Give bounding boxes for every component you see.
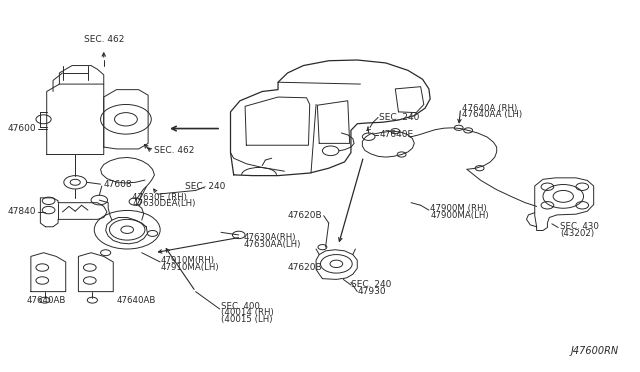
- Text: SEC. 430: SEC. 430: [560, 222, 599, 231]
- Text: SEC. 462: SEC. 462: [84, 35, 124, 44]
- Text: 47900MA(LH): 47900MA(LH): [430, 211, 489, 220]
- Text: 47640AA (LH): 47640AA (LH): [462, 110, 522, 119]
- Text: (43202): (43202): [560, 229, 594, 238]
- Text: 47640AB: 47640AB: [27, 296, 67, 305]
- Text: 47930: 47930: [357, 287, 386, 296]
- Text: 47630A(RH): 47630A(RH): [243, 233, 296, 243]
- Text: J47600RN: J47600RN: [571, 346, 619, 356]
- Text: 47630AA(LH): 47630AA(LH): [243, 240, 301, 249]
- Text: 47608: 47608: [104, 180, 132, 189]
- Text: 47640AB: 47640AB: [116, 296, 156, 305]
- Text: 47620B: 47620B: [288, 263, 323, 272]
- Text: (40015 (LH): (40015 (LH): [221, 315, 273, 324]
- Text: 47600: 47600: [7, 124, 36, 133]
- Text: (40014 (RH): (40014 (RH): [221, 308, 274, 317]
- Text: 47900M (RH): 47900M (RH): [430, 205, 487, 214]
- Text: SEC. 462: SEC. 462: [154, 146, 195, 155]
- Text: SEC. 240: SEC. 240: [351, 280, 391, 289]
- Text: 47840: 47840: [8, 208, 36, 217]
- Text: 47910M(RH): 47910M(RH): [161, 256, 215, 265]
- Text: 47630E (RH): 47630E (RH): [132, 193, 187, 202]
- Text: 47640A (RH): 47640A (RH): [462, 104, 517, 113]
- Text: 47640E: 47640E: [380, 130, 413, 140]
- Text: 47630DEA(LH): 47630DEA(LH): [132, 199, 196, 208]
- Text: 47910MA(LH): 47910MA(LH): [161, 263, 220, 272]
- Text: SEC. 240: SEC. 240: [185, 182, 225, 190]
- Text: SEC. 240: SEC. 240: [380, 113, 420, 122]
- Text: SEC. 400: SEC. 400: [221, 302, 260, 311]
- Text: 47620B: 47620B: [288, 211, 323, 220]
